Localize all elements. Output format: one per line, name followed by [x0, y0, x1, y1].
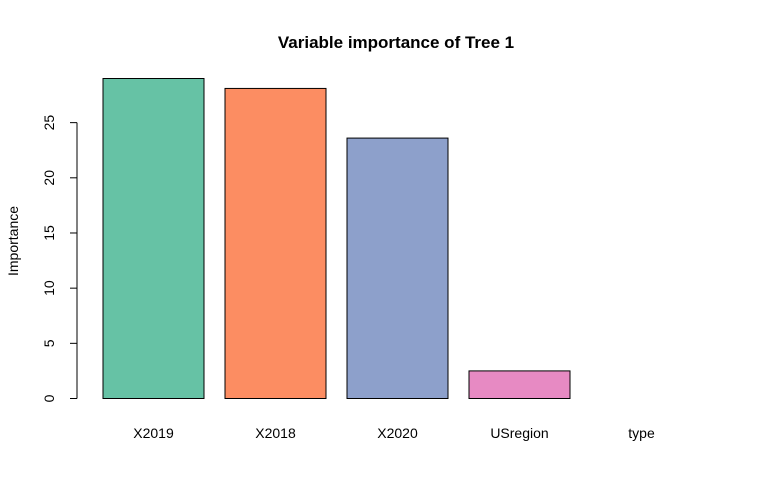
bar-x2019: [102, 78, 205, 399]
y-tick-label: 25: [41, 115, 57, 131]
y-tick-label: 15: [41, 225, 57, 241]
x-tick-label: X2018: [255, 425, 296, 441]
x-tick-label: USregion: [490, 425, 548, 441]
x-tick-label: X2019: [133, 425, 174, 441]
chart-title: Variable importance of Tree 1: [278, 33, 514, 52]
y-tick-label: 20: [41, 170, 57, 186]
y-tick-label: 10: [41, 280, 57, 296]
y-tick-label: 0: [41, 394, 57, 402]
x-tick-label: type: [628, 425, 655, 441]
bar-x2018: [224, 87, 327, 400]
x-tick-label: X2020: [377, 425, 418, 441]
y-tick-label: 5: [41, 339, 57, 347]
x-axis-labels: X2019 X2018 X2020 USregion type: [133, 425, 655, 441]
bar-usregion: [468, 370, 571, 399]
y-axis-label: Importance: [5, 206, 21, 276]
bars: [102, 78, 571, 400]
bar-x2020: [346, 137, 449, 399]
y-axis: 0 5 10 15 20 25: [41, 115, 78, 402]
